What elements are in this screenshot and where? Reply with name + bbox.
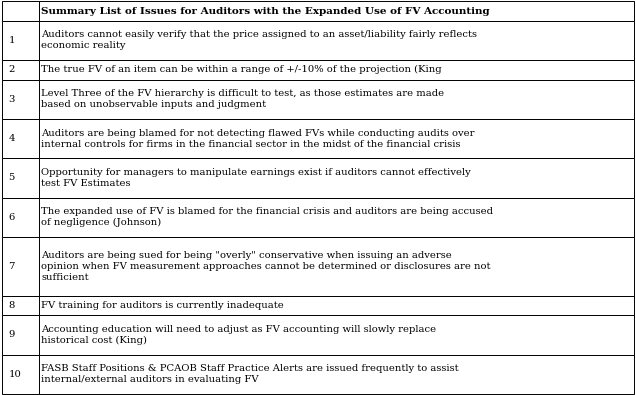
Bar — [39, 355, 634, 394]
Bar — [39, 295, 634, 315]
Text: Opportunity for managers to manipulate earnings exist if auditors cannot effecti: Opportunity for managers to manipulate e… — [41, 168, 471, 188]
Text: Auditors are being blamed for not detecting flawed FVs while conducting audits o: Auditors are being blamed for not detect… — [41, 128, 474, 149]
Bar — [39, 60, 634, 80]
Bar — [2, 295, 39, 315]
Text: 10: 10 — [8, 370, 22, 379]
Bar — [39, 198, 634, 237]
Bar — [39, 1, 634, 21]
Text: 2: 2 — [8, 66, 15, 74]
Bar — [2, 21, 39, 60]
Text: 8: 8 — [8, 301, 15, 310]
Bar — [39, 237, 634, 295]
Text: Summary List of Issues for Auditors with the Expanded Use of FV Accounting: Summary List of Issues for Auditors with… — [41, 6, 490, 15]
Text: 3: 3 — [8, 95, 15, 104]
Text: 7: 7 — [8, 262, 15, 271]
Text: 9: 9 — [8, 331, 15, 339]
Bar — [2, 355, 39, 394]
Bar — [2, 315, 39, 355]
Text: Level Three of the FV hierarchy is difficult to test, as those estimates are mad: Level Three of the FV hierarchy is diffi… — [41, 89, 444, 109]
Bar — [2, 198, 39, 237]
Bar — [2, 158, 39, 198]
Bar — [39, 21, 634, 60]
Bar — [39, 80, 634, 119]
Bar — [2, 60, 39, 80]
Bar — [39, 119, 634, 158]
Text: The expanded use of FV is blamed for the financial crisis and auditors are being: The expanded use of FV is blamed for the… — [41, 207, 493, 227]
Text: 5: 5 — [8, 173, 15, 182]
Text: The true FV of an item can be within a range of +/-10% of the projection (King: The true FV of an item can be within a r… — [41, 65, 442, 75]
Text: Auditors are being sued for being "overly" conservative when issuing an adverse
: Auditors are being sued for being "overl… — [41, 250, 490, 282]
Text: 1: 1 — [8, 36, 15, 45]
Bar — [39, 315, 634, 355]
Text: 4: 4 — [8, 134, 15, 143]
Bar — [2, 237, 39, 295]
Bar — [2, 119, 39, 158]
Bar — [2, 1, 39, 21]
Bar — [2, 80, 39, 119]
Bar — [39, 158, 634, 198]
Text: Auditors cannot easily verify that the price assigned to an asset/liability fair: Auditors cannot easily verify that the p… — [41, 30, 477, 51]
Text: Accounting education will need to adjust as FV accounting will slowly replace
hi: Accounting education will need to adjust… — [41, 325, 436, 345]
Text: FASB Staff Positions & PCAOB Staff Practice Alerts are issued frequently to assi: FASB Staff Positions & PCAOB Staff Pract… — [41, 364, 459, 384]
Text: 6: 6 — [8, 213, 15, 222]
Text: FV training for auditors is currently inadequate: FV training for auditors is currently in… — [41, 301, 284, 310]
